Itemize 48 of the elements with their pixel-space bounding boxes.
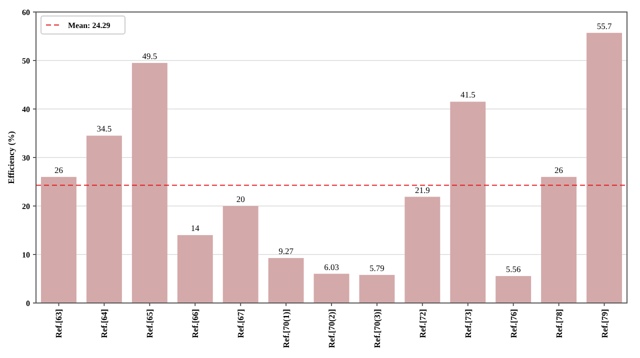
x-tick-label: Ref.[70(1)] (281, 308, 292, 348)
bar (404, 196, 440, 303)
y-tick-label: 10 (22, 250, 30, 260)
x-tick-label: Ref.[64] (99, 308, 110, 338)
y-tick-label: 50 (22, 56, 30, 66)
x-tick-label: Ref.[73] (462, 308, 473, 338)
x-tick-label: Ref.[79] (599, 308, 610, 338)
x-tick-label: Ref.[70(3)] (372, 308, 382, 348)
bar (41, 176, 76, 303)
y-tick-label: 40 (22, 104, 30, 114)
bar (177, 235, 213, 303)
y-tick-label: 30 (22, 153, 30, 162)
data-label: 26 (54, 164, 63, 175)
bar (541, 176, 577, 303)
x-tick-label: Ref.[72] (417, 308, 428, 338)
bar (450, 102, 486, 303)
data-label: 21.9 (414, 184, 430, 195)
bar (496, 276, 532, 303)
bar (314, 274, 350, 303)
x-tick-label: Ref.[76] (508, 308, 518, 338)
y-tick-label: 60 (22, 8, 30, 17)
bar (359, 274, 395, 303)
bar (222, 206, 258, 303)
data-label: 14 (190, 223, 200, 234)
data-label: 26 (554, 164, 564, 175)
data-label: 9.27 (278, 246, 294, 256)
x-tick-label: Ref.[63] (54, 308, 64, 338)
data-label: 6.03 (324, 262, 339, 272)
data-label: 41.5 (460, 90, 476, 100)
data-label: 49.5 (142, 50, 158, 61)
data-label: 5.79 (370, 262, 384, 273)
bar (268, 258, 304, 303)
data-label: 20 (236, 194, 245, 204)
x-tick-label: Ref.[65] (144, 308, 155, 338)
x-tick-label: Ref.[67] (236, 308, 246, 338)
data-label: 55.7 (596, 20, 612, 31)
x-tick-label: Ref.[66] (190, 308, 200, 338)
data-label: 34.5 (96, 124, 112, 134)
legend-label: Mean: 24.29 (68, 20, 110, 30)
bar (132, 62, 168, 303)
x-tick-label: Ref.[70(2)] (326, 308, 336, 348)
y-tick-label: 20 (22, 202, 30, 211)
y-axis-title: Efficiency (%) (6, 131, 16, 184)
bar (86, 136, 122, 303)
y-tick-label: 0 (26, 298, 30, 308)
bar (586, 32, 622, 303)
data-label: 5.56 (506, 264, 521, 274)
x-tick-label: Ref.[78] (554, 308, 564, 338)
